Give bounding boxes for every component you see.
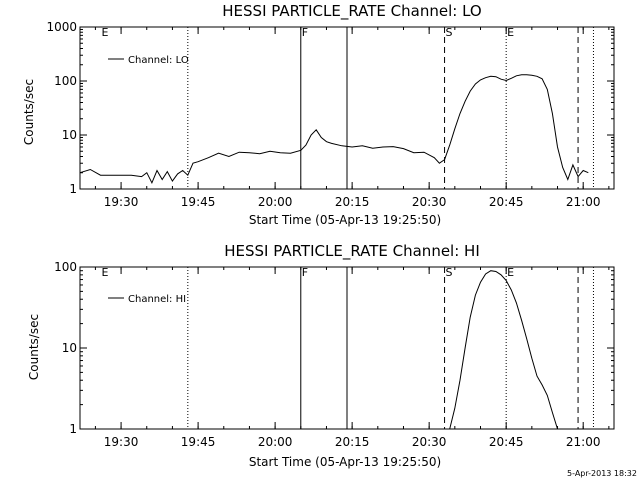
y-tick-label: 100: [54, 260, 77, 274]
legend: Channel: HI: [108, 294, 186, 305]
event-marker-label: S: [446, 266, 453, 279]
axis-ticks: 19:30 19:45 20:00 20:15 20:30 20:45 21:00 1 10 10…: [54, 260, 614, 449]
event-marker-label: F: [302, 266, 308, 279]
y-tick-label: 1: [69, 182, 77, 196]
x-tick-label: 20:00: [258, 195, 293, 209]
y-tick-label: 1: [69, 422, 77, 436]
chart-title: HESSI PARTICLE_RATE Channel: HI: [224, 242, 480, 261]
footer-timestamp: 5-Apr-2013 18:32: [567, 469, 637, 478]
legend: Channel: LO: [108, 55, 189, 66]
x-tick-label: 20:45: [489, 435, 524, 449]
x-tick-label: 20:00: [258, 435, 293, 449]
legend-label: Channel: LO: [128, 55, 189, 66]
figure: HESSI PARTICLE_RATE Channel: LO Counts/s…: [0, 0, 640, 480]
y-axis-label: Counts/sec: [22, 79, 36, 145]
y-axis-label: Counts/sec: [27, 314, 41, 380]
chart-title: HESSI PARTICLE_RATE Channel: LO: [222, 2, 481, 21]
series-lines: [80, 75, 588, 183]
event-marker-label: E: [102, 26, 109, 39]
chart-panel-lo: HESSI PARTICLE_RATE Channel: LO Counts/s…: [22, 2, 614, 227]
series-line: [450, 271, 558, 429]
series-lines: [450, 271, 558, 429]
y-tick-label: 10: [62, 341, 77, 355]
y-tick-label: 1000: [46, 20, 77, 34]
event-marker-label: E: [507, 266, 514, 279]
x-axis-label: Start Time (05-Apr-13 19:25:50): [249, 455, 441, 469]
chart-panel-hi: HESSI PARTICLE_RATE Channel: HI Counts/s…: [27, 242, 614, 469]
x-tick-label: 20:30: [412, 195, 447, 209]
event-lines: [188, 267, 594, 429]
x-tick-label: 20:15: [335, 435, 370, 449]
series-line: [80, 75, 588, 183]
x-tick-label: 19:45: [181, 195, 216, 209]
y-tick-label: 100: [54, 74, 77, 88]
x-axis-label: Start Time (05-Apr-13 19:25:50): [249, 213, 441, 227]
x-tick-label: 20:15: [335, 195, 370, 209]
event-marker-label: S: [446, 26, 453, 39]
y-tick-label: 10: [62, 128, 77, 142]
event-marker-label: E: [102, 266, 109, 279]
x-tick-label: 19:30: [104, 195, 139, 209]
x-tick-label: 21:00: [566, 195, 601, 209]
x-tick-label: 19:45: [181, 435, 216, 449]
event-marker-label: E: [507, 26, 514, 39]
event-lines: [188, 27, 594, 189]
axis-ticks: 19:30 19:45 20:00 20:15 20:30 20:45 21:00 1 10 10…: [46, 20, 614, 209]
legend-label: Channel: HI: [128, 294, 186, 305]
x-tick-label: 21:00: [566, 435, 601, 449]
event-marker-label: F: [302, 26, 308, 39]
x-tick-label: 19:30: [104, 435, 139, 449]
x-tick-label: 20:30: [412, 435, 447, 449]
x-tick-label: 20:45: [489, 195, 524, 209]
